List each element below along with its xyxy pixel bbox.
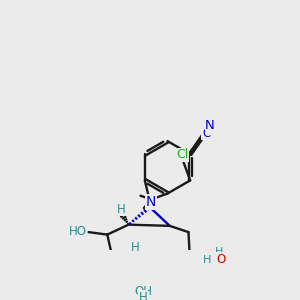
Text: H: H [215,247,223,257]
Text: OH: OH [134,285,152,298]
Text: H: H [202,255,211,265]
Text: H: H [130,242,139,254]
Text: Cl: Cl [176,148,189,161]
Text: N: N [146,195,156,209]
Polygon shape [190,250,212,256]
Text: N: N [205,119,215,133]
Text: HO: HO [69,225,87,238]
Text: O: O [216,253,225,266]
Text: H: H [139,290,147,300]
Text: H: H [117,202,126,216]
Text: C: C [202,127,210,140]
